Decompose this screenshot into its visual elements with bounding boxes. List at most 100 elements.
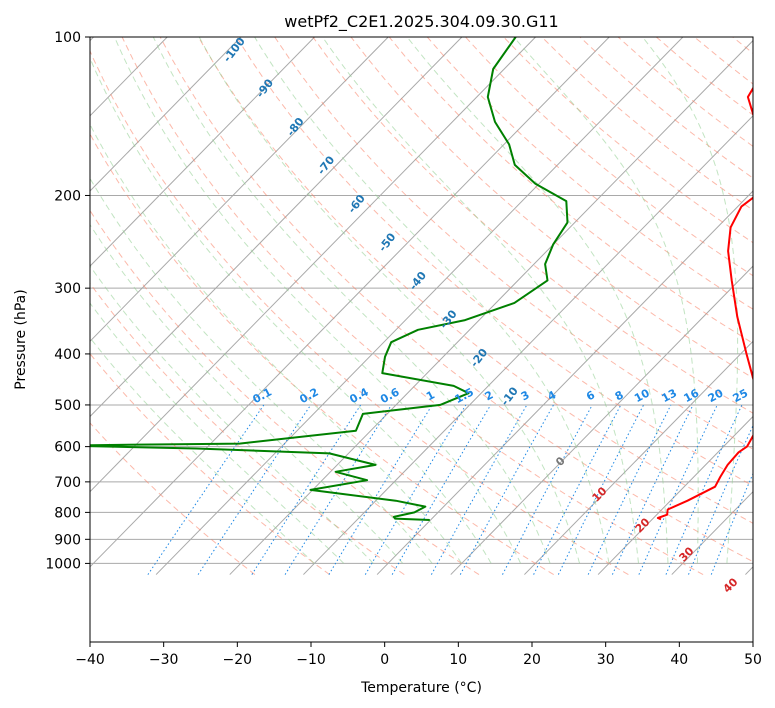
mixing-ratio-line [197,404,312,575]
dry-adiabat-label: -50 [376,230,399,254]
plot-frame [89,36,754,643]
mixing-ratio-line [328,404,433,575]
x-tick-label: 50 [744,652,762,668]
moist-adiabat-label: 30 [677,544,697,564]
y-tick-label: 300 [54,281,81,297]
plot-area: 0.1 0.2 0.4 0.6 1 1.5 2 3 4 6 8 10 13 16 20 25 30 36-100-… [90,35,775,596]
dry-adiabat [159,37,753,563]
x-tick-label: 40 [670,652,688,668]
x-tick-label: 30 [597,652,615,668]
mixing-ratio-label: 0.2 [297,385,320,406]
mixing-ratio-label: 8 [613,388,626,403]
mixing-ratio-label: 3 [519,388,532,403]
mixing-ratio-line [391,404,492,575]
moist-adiabat-label: 40 [721,575,741,595]
moist-adiabat [198,37,581,564]
y-tick-label: 900 [54,532,81,548]
isotherm-line [90,37,389,343]
background-lines [90,37,775,576]
dry-adiabat-label: -100 [221,35,248,65]
mixing-ratio-label: 25 [731,386,751,405]
moist-adiabat-label: 20 [633,515,653,535]
isotherm-line [90,37,242,192]
dry-adiabat [236,37,753,487]
mixing-ratio-label: 1.5 [453,385,476,406]
mixing-ratio-line [459,404,554,575]
isotherm-line [671,490,753,575]
mixing-ratio-line [638,404,718,575]
isotherm-line [90,37,463,418]
isotherm-line [524,340,753,575]
dry-adiabat-label: -20 [468,346,491,370]
isotherm-line [229,39,753,575]
y-tick-label: 800 [54,505,81,521]
mixing-ratio-line [430,404,528,575]
moist-adiabat [90,302,345,564]
y-tick-label: 600 [54,440,81,456]
moist-adiabat [90,123,463,564]
dry-adiabat [90,352,330,576]
y-tick-label: 400 [54,347,81,363]
dry-adiabat-label: -80 [284,115,307,139]
mixing-ratio-line [557,404,645,575]
x-tick-label: −40 [75,652,105,668]
x-tick-label: −30 [149,652,179,668]
dry-adiabat [197,37,753,524]
dry-adiabat [732,37,753,54]
moist-adiabat [90,177,433,564]
moist-adiabat-label: 0 [553,454,568,469]
x-tick-label: 10 [449,652,467,668]
moist-adiabat [90,336,315,564]
isotherm-line [90,37,536,493]
line-labels: 0.1 0.2 0.4 0.6 1 1.5 2 3 4 6 8 10 13 16 20 25 30 36-100-… [221,35,753,596]
moist-adiabat [322,37,639,564]
mixing-ratio-label: 0.1 [251,385,274,406]
dewpoint-line [90,37,569,521]
mixing-ratio-label: 1 [424,388,437,403]
moist-adiabat [152,37,551,564]
mixing-ratio-line [688,424,753,575]
mixing-ratio-line [502,404,593,575]
moist-adiabat [406,37,669,564]
mixing-ratio-line [364,404,467,575]
moist-adiabat [254,37,610,564]
x-tick-label: 0 [380,652,389,668]
isotherm-line [450,265,753,575]
y-tick-label: 1000 [45,556,81,572]
x-tick-label: 20 [523,652,541,668]
dry-adiabat [503,37,753,244]
mixing-ratio-label: 10 [632,386,652,405]
dry-adiabat [312,37,753,414]
chart-title: wetPf2_C2E1.2025.304.09.30.G11 [284,12,558,32]
y-tick-label: 700 [54,475,81,491]
moist-adiabat [114,37,522,564]
x-tick-label: −10 [296,652,326,668]
dry-adiabat-label: -30 [437,307,460,331]
dry-adiabat [90,282,405,576]
isotherm-line [90,37,315,267]
x-tick-label: −20 [223,652,253,668]
moist-adiabat-label: 10 [590,484,610,504]
dry-adiabat [90,422,256,575]
dry-adiabat [655,37,753,116]
mixing-ratio-label: 20 [706,386,726,405]
dry-adiabat-label: -70 [315,153,338,177]
dry-adiabat [90,133,554,576]
moist-adiabat [90,57,492,564]
dry-adiabat [274,37,753,450]
dry-adiabat-label: -40 [407,269,430,293]
mixing-ratio-line [710,472,753,575]
mixing-ratio-line [147,404,265,575]
dry-adiabat [541,37,753,211]
mixing-ratio-line [251,404,362,575]
mixing-ratio-line [611,404,694,575]
dry-adiabat [388,37,753,344]
dry-adiabat [771,37,775,575]
y-axis-label: Pressure (hPa) [13,289,29,389]
mixing-ratio-line [284,404,392,575]
dry-adiabat [90,49,629,576]
isotherm-line [376,190,753,575]
mixing-ratio-label: 16 [682,386,702,405]
isotherm-line [303,115,753,575]
